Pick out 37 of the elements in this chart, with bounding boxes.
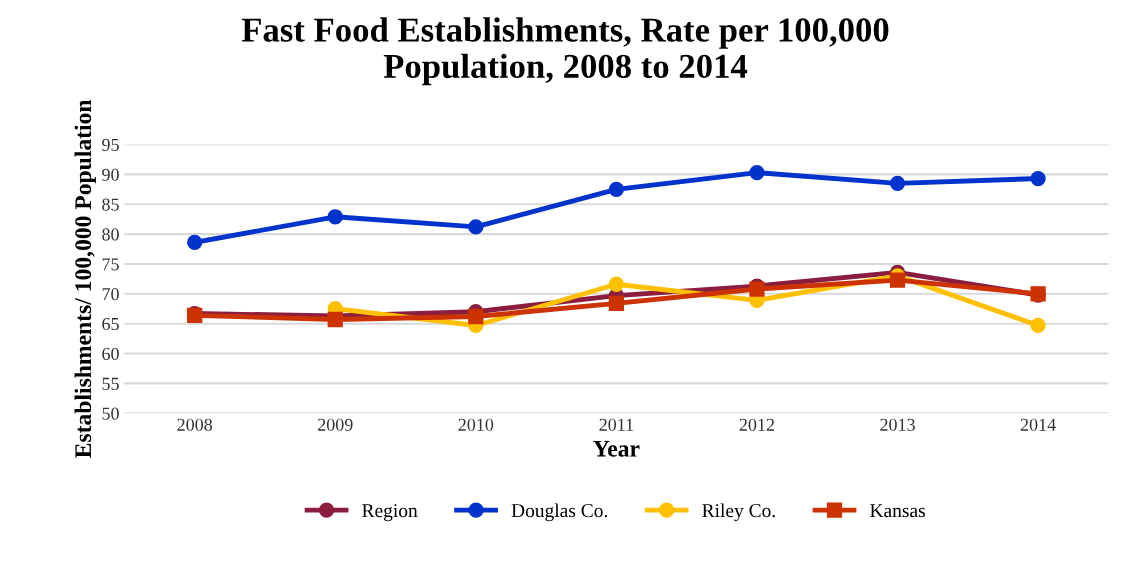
legend-label: Douglas Co. [511, 503, 608, 522]
y-tick-label: 90 [102, 168, 119, 181]
point [608, 181, 625, 197]
x-tick-label: 2012 [739, 418, 775, 431]
y-tick-label: 75 [102, 258, 119, 271]
point [468, 219, 484, 235]
point [889, 175, 906, 191]
point [468, 308, 484, 325]
x-axis-title: Year [593, 440, 640, 457]
point [608, 276, 625, 292]
y-tick-label: 50 [102, 407, 119, 420]
x-tick-label: 2010 [458, 418, 494, 431]
x-tick-label: 2014 [1020, 418, 1056, 431]
y-tick-label: 55 [102, 377, 119, 390]
legend-label: Region [362, 504, 418, 522]
x-tick-label: 2013 [880, 418, 915, 431]
point [749, 164, 765, 181]
y-tick-label: 60 [102, 347, 119, 360]
point [327, 209, 343, 225]
point [187, 234, 203, 251]
point [889, 272, 906, 288]
y-tick-label: 70 [102, 288, 119, 301]
x-tick-label: 2009 [318, 418, 353, 431]
point [608, 295, 625, 312]
legend-label: Kansas [870, 504, 925, 518]
x-tick-label: 2011 [599, 418, 634, 431]
y-axis-title: Establishments/ 100,000 Population [74, 99, 96, 458]
point [1030, 317, 1046, 334]
point [327, 311, 343, 328]
y-tick-label: 95 [102, 138, 119, 151]
point [1030, 170, 1046, 187]
y-tick-label: 65 [102, 317, 119, 331]
chart-title: Fast Food Establishments, Rate per 100,000 Population, 2008 to 2014 [241, 17, 889, 86]
y-tick-label: 80 [102, 228, 119, 241]
legend-label: Riley Co. [702, 503, 775, 522]
y-tick-label: 85 [102, 198, 119, 211]
x-tick-label: 2008 [177, 418, 213, 431]
